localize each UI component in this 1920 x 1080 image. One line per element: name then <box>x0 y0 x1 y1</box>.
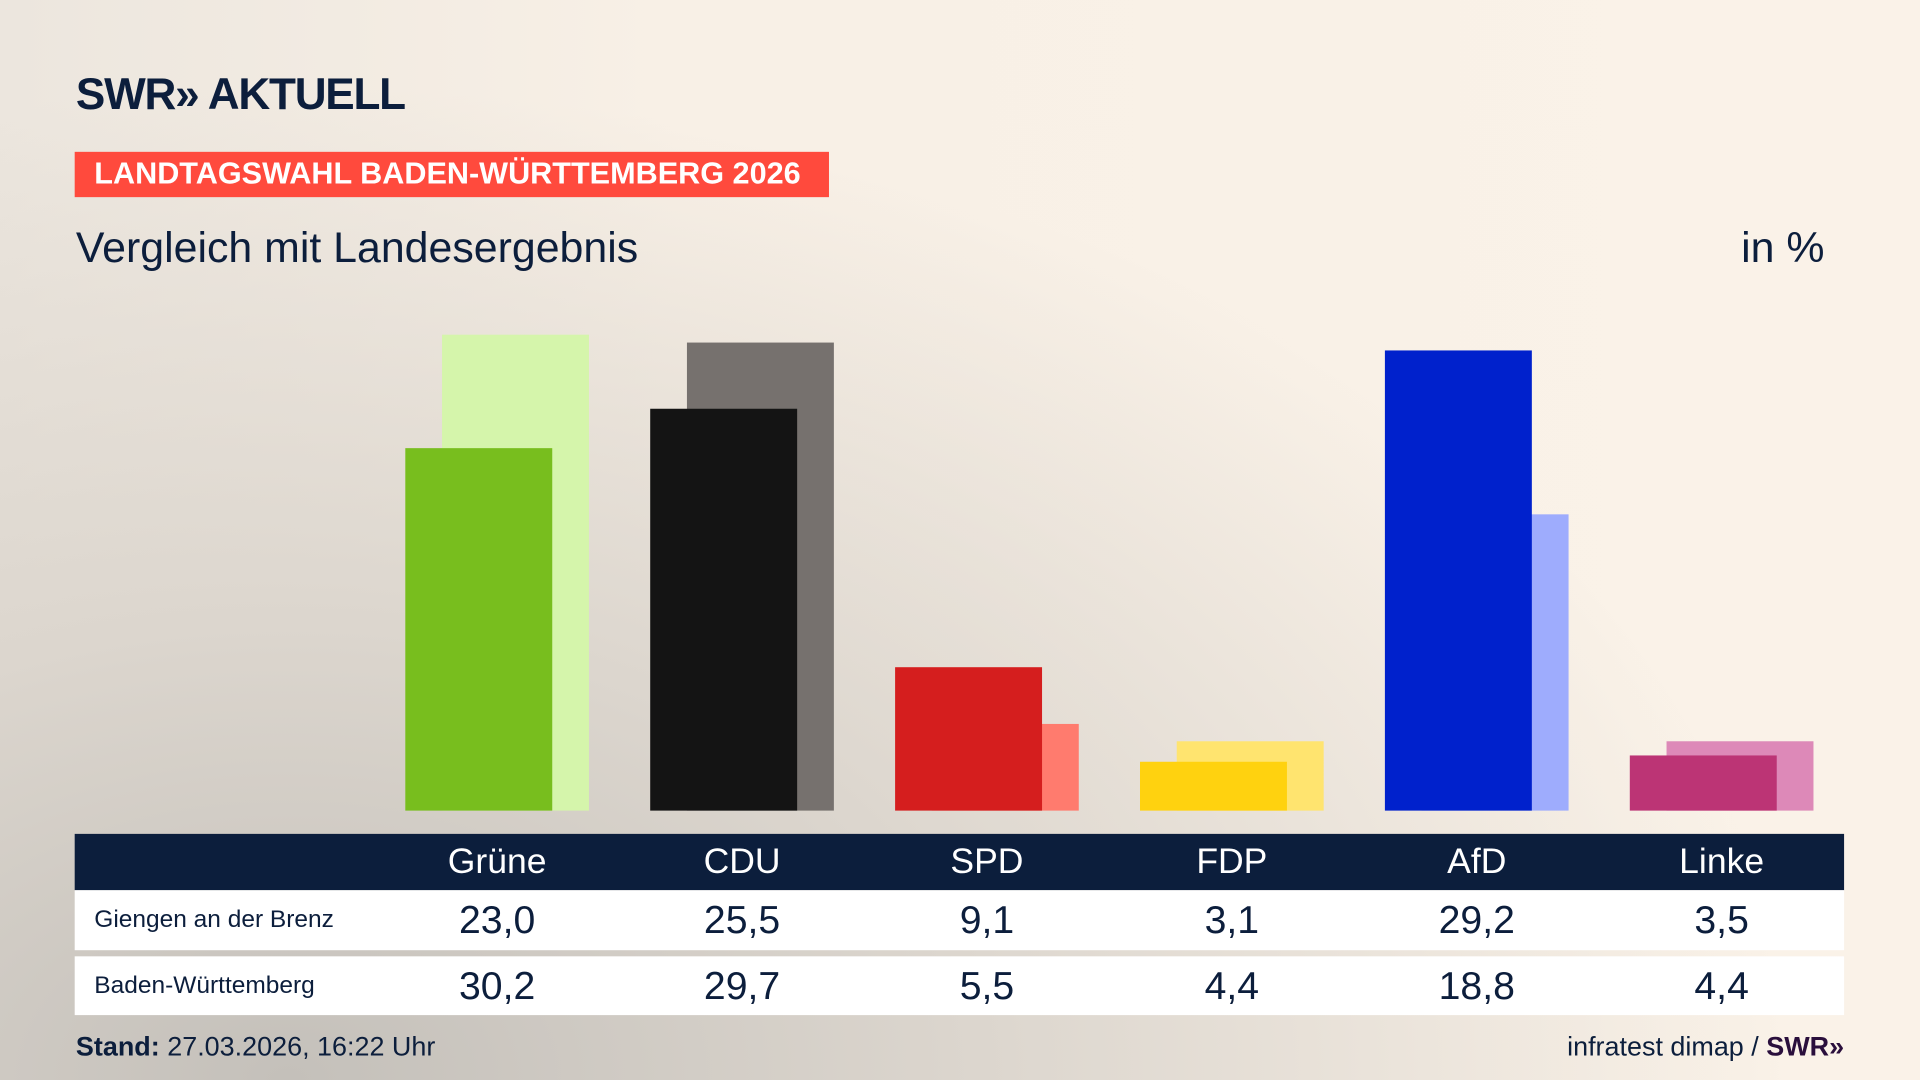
value-cell: 29,7 <box>703 963 781 1008</box>
local-bar-spd <box>895 667 1043 811</box>
local-bar-cdu <box>650 408 798 811</box>
chart-subtitle: Vergleich mit Landesergebnis <box>75 224 639 272</box>
value-cell: 3,5 <box>1694 897 1749 942</box>
value-cell: 25,5 <box>703 897 781 942</box>
value-cell: 5,5 <box>959 963 1015 1008</box>
swr-aktuell-logo: SWR» AKTUELL <box>75 68 406 119</box>
column-header: Grüne <box>447 842 547 882</box>
swr-logo: SWR» <box>1766 1031 1845 1062</box>
results-table: Grüne CDU SPD FDP AfD Linke Giengen an der Br… <box>74 833 1845 1016</box>
value-cell: 3,1 <box>1204 897 1260 942</box>
local-bar-linke <box>1629 755 1777 811</box>
column-header: CDU <box>703 842 781 882</box>
unit-label: in % <box>1741 224 1825 272</box>
table-row: Baden-Württemberg 30,2 29,7 5,5 4,4 18,8 4,4 <box>74 956 1845 1016</box>
source: infratest dimap / SWR» <box>1567 1031 1844 1063</box>
source-text: infratest dimap / <box>1567 1031 1759 1062</box>
election-badge: LANDTAGSWAHL BADEN-WÜRTTEMBERG 2026 <box>74 151 829 198</box>
local-bar-afd <box>1384 350 1532 811</box>
value-cell: 18,8 <box>1438 963 1515 1008</box>
stand-value: 27.03.2026, 16:22 Uhr <box>167 1031 436 1062</box>
row-label: Baden-Württemberg <box>94 972 315 1000</box>
stand-label: Stand: <box>75 1031 160 1062</box>
value-cell: 4,4 <box>1694 963 1749 1008</box>
local-bar-fdp <box>1140 761 1287 811</box>
table-header: Grüne CDU SPD FDP AfD Linke <box>74 833 1845 891</box>
timestamp: Stand: 27.03.2026, 16:22 Uhr <box>76 1031 435 1063</box>
value-cell: 9,1 <box>959 897 1015 942</box>
value-cell: 4,4 <box>1204 963 1260 1008</box>
row-label: Giengen an der Brenz <box>94 906 334 934</box>
local-bar-gruene <box>405 448 553 811</box>
value-cell: 23,0 <box>459 897 536 942</box>
value-cell: 29,2 <box>1438 897 1515 942</box>
column-header: SPD <box>950 842 1024 882</box>
column-header: FDP <box>1196 842 1268 882</box>
value-cell: 30,2 <box>459 963 536 1008</box>
column-header: Linke <box>1679 842 1765 882</box>
table-row: Giengen an der Brenz 23,0 25,5 9,1 3,1 29,2 3,… <box>74 890 1845 951</box>
column-header: AfD <box>1447 842 1507 882</box>
